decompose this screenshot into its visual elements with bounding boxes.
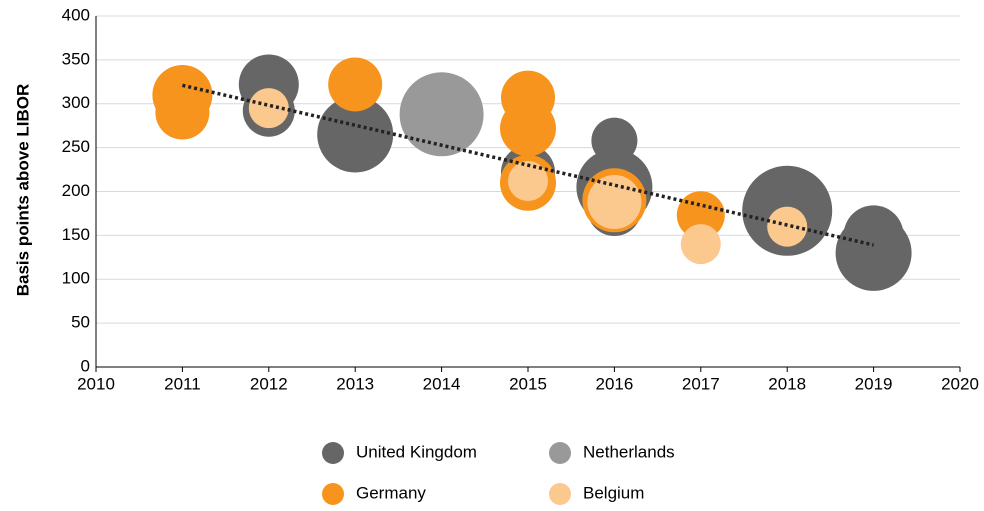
x-tick-label: 2020 — [941, 374, 979, 393]
bubble — [767, 206, 808, 247]
legend-label: United Kingdom — [356, 442, 477, 461]
y-axis-label: Basis points above LIBOR — [13, 84, 32, 297]
legend-label: Belgium — [583, 483, 644, 502]
bubble — [500, 100, 556, 157]
bubble — [328, 57, 383, 112]
x-tick-label: 2010 — [77, 374, 115, 393]
trendline — [182, 83, 874, 247]
x-tick-label: 2017 — [682, 374, 720, 393]
y-tick-label: 0 — [81, 356, 90, 375]
bubble — [587, 175, 642, 230]
bubble — [835, 214, 912, 291]
x-tick-label: 2012 — [250, 374, 288, 393]
y-tick-label: 100 — [62, 269, 90, 288]
bubble — [248, 88, 289, 129]
bubble — [676, 191, 725, 240]
y-tick-label: 300 — [62, 93, 90, 112]
x-tick-label: 2018 — [768, 374, 806, 393]
x-tick-label: 2014 — [423, 374, 461, 393]
bubble — [155, 85, 210, 140]
bubble — [508, 160, 548, 201]
bubble — [399, 72, 484, 157]
x-tick-label: 2019 — [855, 374, 893, 393]
y-tick-label: 200 — [62, 181, 90, 200]
y-tick-label: 400 — [62, 5, 90, 24]
legend-label: Germany — [356, 483, 426, 502]
x-tick-label: 2016 — [595, 374, 633, 393]
x-tick-label: 2015 — [509, 374, 547, 393]
legend-marker — [322, 483, 344, 505]
bubble — [680, 224, 721, 265]
legend-marker — [322, 442, 344, 464]
y-tick-label: 350 — [62, 49, 90, 68]
y-tick-label: 150 — [62, 225, 90, 244]
bubble — [317, 96, 394, 173]
legend-marker — [549, 483, 571, 505]
x-tick-label: 2011 — [164, 374, 201, 393]
x-tick-label: 2013 — [336, 374, 374, 393]
legend-marker — [549, 442, 571, 464]
y-tick-label: 50 — [71, 313, 90, 332]
legend-label: Netherlands — [583, 442, 675, 461]
y-tick-label: 250 — [62, 137, 90, 156]
